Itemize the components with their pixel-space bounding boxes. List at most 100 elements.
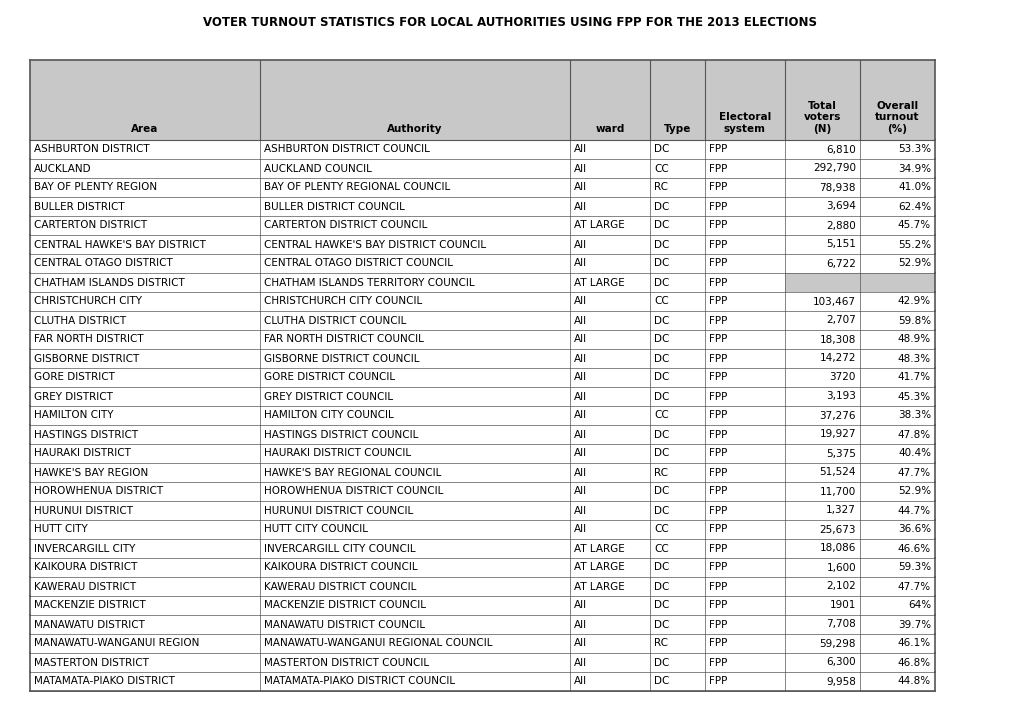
Bar: [30, 653, 934, 672]
Text: DC: DC: [653, 335, 668, 345]
Text: 14,272: 14,272: [818, 353, 855, 363]
Text: 6,300: 6,300: [825, 658, 855, 668]
Text: MASTERTON DISTRICT: MASTERTON DISTRICT: [34, 658, 149, 668]
Text: 37,276: 37,276: [818, 410, 855, 420]
Text: DC: DC: [653, 448, 668, 459]
Bar: [30, 444, 934, 463]
Bar: [30, 140, 934, 159]
Bar: [30, 311, 934, 330]
Text: 19,927: 19,927: [818, 430, 855, 440]
Text: All: All: [574, 487, 587, 497]
Text: DC: DC: [653, 487, 668, 497]
Text: CC: CC: [653, 164, 668, 174]
Text: VOTER TURNOUT STATISTICS FOR LOCAL AUTHORITIES USING FPP FOR THE 2013 ELECTIONS: VOTER TURNOUT STATISTICS FOR LOCAL AUTHO…: [203, 15, 816, 29]
Bar: [30, 615, 934, 634]
Text: All: All: [574, 182, 587, 193]
Text: CENTRAL OTAGO DISTRICT: CENTRAL OTAGO DISTRICT: [34, 259, 172, 268]
Text: 47.8%: 47.8%: [897, 430, 930, 440]
Bar: [30, 406, 934, 425]
Text: 3,694: 3,694: [825, 201, 855, 211]
Text: FPP: FPP: [708, 562, 727, 572]
Text: CARTERTON DISTRICT: CARTERTON DISTRICT: [34, 221, 147, 231]
Text: 78,938: 78,938: [818, 182, 855, 193]
Text: HAMILTON CITY COUNCIL: HAMILTON CITY COUNCIL: [264, 410, 393, 420]
Text: DC: DC: [653, 221, 668, 231]
Text: KAIKOURA DISTRICT: KAIKOURA DISTRICT: [34, 562, 138, 572]
Text: MANAWATU-WANGANUI REGIONAL COUNCIL: MANAWATU-WANGANUI REGIONAL COUNCIL: [264, 639, 492, 648]
Text: 41.0%: 41.0%: [897, 182, 930, 193]
Text: MANAWATU DISTRICT: MANAWATU DISTRICT: [34, 619, 145, 629]
Text: HASTINGS DISTRICT: HASTINGS DISTRICT: [34, 430, 138, 440]
Text: All: All: [574, 467, 587, 477]
Text: KAWERAU DISTRICT COUNCIL: KAWERAU DISTRICT COUNCIL: [264, 582, 416, 591]
Text: 45.3%: 45.3%: [897, 392, 930, 402]
Text: DC: DC: [653, 582, 668, 591]
Bar: [30, 501, 934, 520]
Text: DC: DC: [653, 259, 668, 268]
Text: 5,151: 5,151: [825, 239, 855, 249]
Bar: [30, 520, 934, 539]
Text: All: All: [574, 676, 587, 686]
Text: AT LARGE: AT LARGE: [574, 582, 624, 591]
Text: FPP: FPP: [708, 239, 727, 249]
Text: CENTRAL OTAGO DISTRICT COUNCIL: CENTRAL OTAGO DISTRICT COUNCIL: [264, 259, 452, 268]
Bar: [30, 577, 934, 596]
Text: MATAMATA-PIAKO DISTRICT COUNCIL: MATAMATA-PIAKO DISTRICT COUNCIL: [264, 676, 454, 686]
Text: RC: RC: [653, 182, 667, 193]
Text: FPP: FPP: [708, 544, 727, 554]
Text: CHRISTCHURCH CITY: CHRISTCHURCH CITY: [34, 296, 142, 306]
Text: 46.6%: 46.6%: [897, 544, 930, 554]
Text: 11,700: 11,700: [819, 487, 855, 497]
Text: FPP: FPP: [708, 259, 727, 268]
Text: GISBORNE DISTRICT: GISBORNE DISTRICT: [34, 353, 140, 363]
Text: 3,193: 3,193: [825, 392, 855, 402]
Text: CHATHAM ISLANDS DISTRICT: CHATHAM ISLANDS DISTRICT: [34, 278, 184, 288]
Text: All: All: [574, 524, 587, 534]
Bar: [30, 672, 934, 691]
Text: DC: DC: [653, 373, 668, 383]
Text: 59,298: 59,298: [818, 639, 855, 648]
Text: All: All: [574, 316, 587, 325]
Text: CARTERTON DISTRICT COUNCIL: CARTERTON DISTRICT COUNCIL: [264, 221, 427, 231]
Text: 51,524: 51,524: [818, 467, 855, 477]
Text: Area: Area: [131, 124, 159, 134]
Text: GORE DISTRICT COUNCIL: GORE DISTRICT COUNCIL: [264, 373, 394, 383]
Text: FPP: FPP: [708, 601, 727, 611]
Text: 46.8%: 46.8%: [897, 658, 930, 668]
Text: HASTINGS DISTRICT COUNCIL: HASTINGS DISTRICT COUNCIL: [264, 430, 418, 440]
Text: 5,375: 5,375: [825, 448, 855, 459]
Text: 18,308: 18,308: [819, 335, 855, 345]
Text: All: All: [574, 373, 587, 383]
Text: CLUTHA DISTRICT: CLUTHA DISTRICT: [34, 316, 126, 325]
Text: FPP: FPP: [708, 430, 727, 440]
Text: FPP: FPP: [708, 373, 727, 383]
Text: 44.8%: 44.8%: [897, 676, 930, 686]
Text: MACKENZIE DISTRICT COUNCIL: MACKENZIE DISTRICT COUNCIL: [264, 601, 426, 611]
Text: FAR NORTH DISTRICT: FAR NORTH DISTRICT: [34, 335, 144, 345]
Text: AT LARGE: AT LARGE: [574, 562, 624, 572]
Text: FPP: FPP: [708, 619, 727, 629]
Text: 48.9%: 48.9%: [897, 335, 930, 345]
Text: INVERCARGILL CITY COUNCIL: INVERCARGILL CITY COUNCIL: [264, 544, 415, 554]
Text: All: All: [574, 201, 587, 211]
Text: FPP: FPP: [708, 639, 727, 648]
Text: CHRISTCHURCH CITY COUNCIL: CHRISTCHURCH CITY COUNCIL: [264, 296, 422, 306]
Text: 2,880: 2,880: [825, 221, 855, 231]
Text: MANAWATU-WANGANUI REGION: MANAWATU-WANGANUI REGION: [34, 639, 199, 648]
Text: 103,467: 103,467: [812, 296, 855, 306]
Text: 40.4%: 40.4%: [897, 448, 930, 459]
Text: Authority: Authority: [387, 124, 442, 134]
Text: FPP: FPP: [708, 410, 727, 420]
Bar: [30, 178, 934, 197]
Text: 53.3%: 53.3%: [897, 144, 930, 154]
Text: AUCKLAND COUNCIL: AUCKLAND COUNCIL: [264, 164, 372, 174]
Text: MANAWATU DISTRICT COUNCIL: MANAWATU DISTRICT COUNCIL: [264, 619, 425, 629]
Text: HAMILTON CITY: HAMILTON CITY: [34, 410, 113, 420]
Text: All: All: [574, 144, 587, 154]
Text: GREY DISTRICT COUNCIL: GREY DISTRICT COUNCIL: [264, 392, 392, 402]
Text: HURUNUI DISTRICT COUNCIL: HURUNUI DISTRICT COUNCIL: [264, 505, 413, 516]
Text: FPP: FPP: [708, 467, 727, 477]
Text: BULLER DISTRICT: BULLER DISTRICT: [34, 201, 124, 211]
Text: HAWKE'S BAY REGIONAL COUNCIL: HAWKE'S BAY REGIONAL COUNCIL: [264, 467, 441, 477]
Bar: [30, 596, 934, 615]
